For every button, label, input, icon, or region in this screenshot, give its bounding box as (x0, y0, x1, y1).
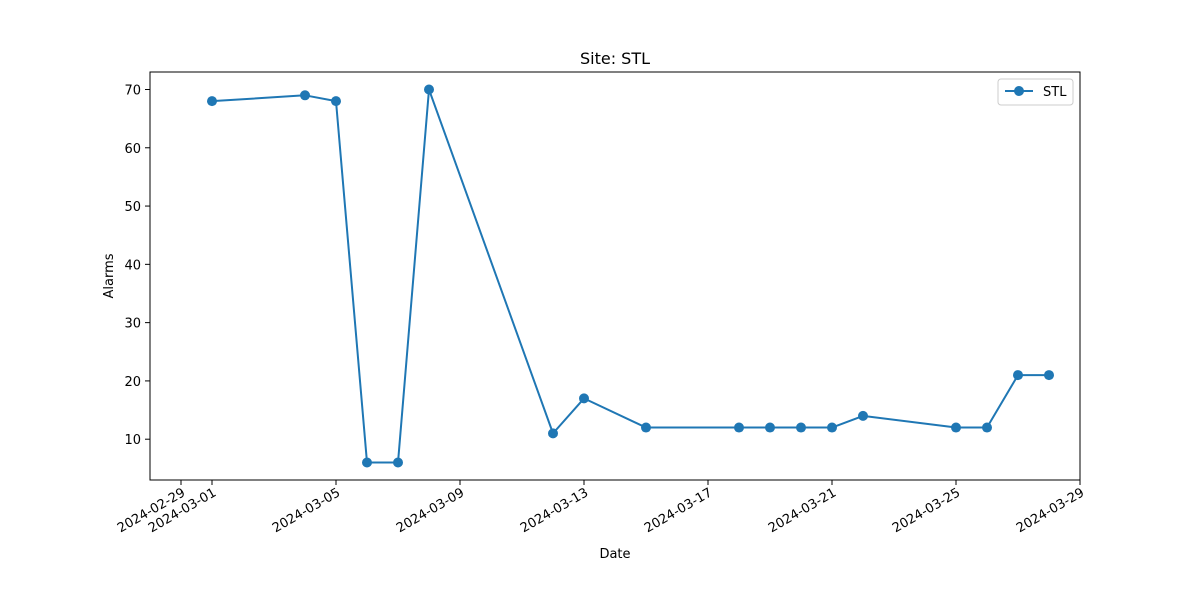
x-tick-label: 2024-03-13 (518, 485, 591, 536)
data-point (393, 457, 403, 468)
series-layer (207, 84, 1054, 468)
data-point (1044, 370, 1054, 381)
legend-box (997, 78, 1074, 106)
data-point (300, 90, 310, 101)
data-point (579, 393, 589, 404)
x-tick-label: 2024-03-29 (1014, 485, 1087, 536)
x-tick-label: 2024-03-05 (270, 485, 343, 536)
y-tick-label: 20 (124, 375, 141, 390)
data-point (331, 96, 341, 107)
chart-title: Site: STL (580, 49, 650, 68)
legend: STL (997, 78, 1074, 106)
data-point (734, 422, 744, 433)
y-tick-label: 50 (124, 200, 141, 215)
data-point (1013, 370, 1023, 381)
series-line-stl (211, 88, 1049, 464)
legend-label: STL (1043, 85, 1067, 100)
legend-marker (1014, 86, 1024, 96)
x-tick-label: 2024-03-25 (890, 485, 963, 536)
data-point (951, 422, 961, 433)
x-axis-label: Date (599, 547, 630, 562)
x-tick-label: 2024-03-17 (642, 485, 715, 536)
data-point (641, 422, 651, 433)
data-point (424, 84, 434, 95)
y-tick-label: 40 (124, 258, 141, 273)
x-tick-label: 2024-03-21 (766, 485, 839, 536)
data-point (858, 410, 868, 421)
data-point (796, 422, 806, 433)
data-point (765, 422, 775, 433)
y-tick-label: 30 (124, 317, 141, 332)
data-point (982, 422, 992, 433)
y-tick-label: 70 (124, 83, 141, 98)
y-tick-label: 10 (124, 433, 141, 448)
y-tick-label: 60 (124, 142, 141, 157)
y-axis-label: Alarms (102, 253, 117, 298)
data-point (827, 422, 837, 433)
data-point (362, 457, 372, 468)
y-axis: 10 20 30 40 50 60 70 (124, 83, 150, 448)
data-point (207, 96, 217, 107)
plot-area (149, 71, 1081, 481)
x-tick-label: 2024-03-09 (394, 485, 467, 536)
data-point (548, 428, 558, 439)
